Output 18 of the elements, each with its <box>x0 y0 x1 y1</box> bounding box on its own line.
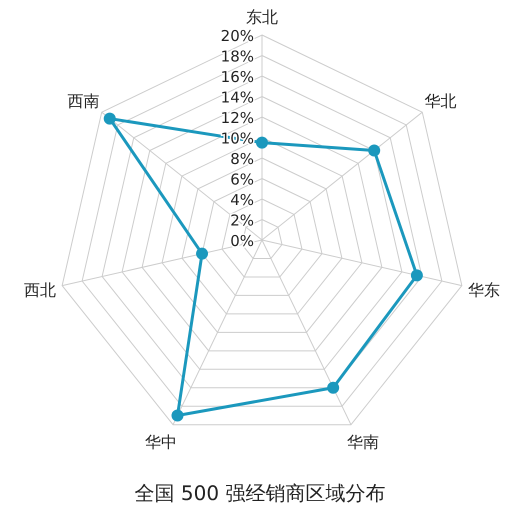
y-tick-label: 16% <box>220 68 254 86</box>
y-tick-label: 18% <box>220 48 254 66</box>
y-tick-label: 6% <box>230 170 254 188</box>
y-tick-label: 12% <box>220 109 254 127</box>
spoke-label: 华东 <box>468 280 500 300</box>
spoke-label: 西北 <box>24 280 56 300</box>
y-tick-label: 2% <box>230 212 254 230</box>
spoke-label: 西南 <box>67 92 100 111</box>
y-tick-label: 14% <box>220 88 254 106</box>
text: 全国 500 强经销商区域分布 <box>134 481 386 505</box>
spoke-label: 华南 <box>346 432 379 452</box>
spoke-label: 华北 <box>424 92 457 111</box>
spoke-label: 东北 <box>246 8 278 27</box>
y-tick-label: 20% <box>220 27 254 45</box>
spoke-label: 华中 <box>145 432 178 452</box>
y-tick-label: 4% <box>230 191 254 209</box>
y-tick-label: 8% <box>230 150 254 168</box>
y-tick-label: 0% <box>230 232 254 250</box>
